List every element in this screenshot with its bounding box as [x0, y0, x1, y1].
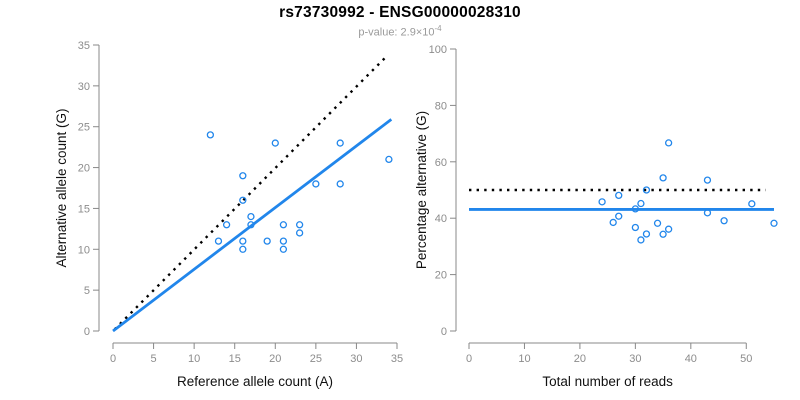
y-tick-label: 0: [441, 326, 447, 338]
y-axis-label: Alternative allele count (G): [54, 108, 69, 267]
data-point: [385, 155, 393, 164]
data-point: [615, 191, 623, 200]
data-point: [279, 237, 288, 245]
data-point: [703, 176, 712, 184]
data-point: [642, 186, 651, 194]
x-tick-label: 0: [466, 353, 472, 365]
data-point: [222, 221, 231, 229]
data-point: [598, 198, 606, 206]
x-tick-label: 35: [391, 353, 403, 365]
data-point: [631, 205, 640, 213]
x-tick-label: 20: [269, 353, 281, 365]
y-tick-label: 15: [78, 203, 90, 215]
data-point: [653, 219, 662, 227]
x-tick-label: 0: [110, 353, 116, 365]
data-point: [239, 172, 247, 180]
data-point: [637, 236, 645, 244]
y-tick-label: 60: [435, 157, 447, 169]
x-tick-label: 10: [518, 353, 530, 365]
data-point: [615, 212, 623, 220]
figure-subtitle: p-value: 2.9×10-4: [0, 24, 800, 39]
y-tick-label: 10: [78, 244, 90, 256]
data-point: [664, 225, 673, 233]
y-axis-label: Percentage alternative (G): [414, 111, 429, 269]
pvalue-exponent: -4: [434, 24, 442, 33]
y-tick-label: 0: [84, 326, 90, 338]
data-point: [770, 219, 778, 227]
x-tick-label: 5: [151, 353, 157, 365]
data-point: [295, 221, 304, 229]
data-point: [206, 131, 215, 139]
data-point: [279, 221, 288, 229]
x-tick-label: 20: [574, 353, 586, 365]
data-point: [239, 237, 247, 245]
plot-percentage-vs-reads-scatter: 0 10 20 30 40 50 0 20 40 60 80 100 Total number of r…: [414, 44, 778, 389]
data-point: [214, 237, 223, 245]
y-tick-label: 25: [78, 122, 90, 134]
data-point: [295, 229, 304, 237]
data-point: [263, 237, 271, 245]
figure-title: rs73730992 - ENSG00000028310: [279, 4, 521, 21]
data-point: [336, 139, 344, 147]
x-tick-label: 30: [350, 353, 362, 365]
data-point: [239, 196, 247, 204]
data-point: [247, 212, 255, 221]
y-tick-label: 100: [429, 44, 447, 56]
y-tick-label: 30: [78, 81, 90, 93]
data-point: [659, 174, 667, 182]
x-tick-label: 25: [310, 353, 322, 365]
data-point: [279, 245, 288, 253]
data-point: [748, 200, 756, 208]
data-point: [247, 221, 255, 229]
data-point: [703, 209, 712, 217]
data-point: [720, 217, 728, 225]
plot-allele-counts-scatter: 0 5 10 15 20 25 30 35 0 5 10 15 20 25 30 35 Reference al…: [54, 40, 403, 389]
y-tick-label: 20: [435, 270, 447, 282]
data-point: [609, 218, 617, 227]
data-point: [271, 139, 279, 147]
data-point: [336, 180, 344, 188]
data-point: [239, 245, 247, 253]
y-tick-label: 80: [435, 100, 447, 112]
x-tick-label: 15: [229, 353, 241, 365]
data-point: [664, 139, 673, 147]
x-tick-label: 10: [188, 353, 200, 365]
x-tick-label: 30: [629, 353, 641, 365]
pvalue-text: p-value: 2.9×10: [358, 26, 435, 39]
x-tick-label: 50: [740, 353, 752, 365]
x-axis-label: Reference allele count (A): [177, 374, 333, 389]
x-axis-label: Total number of reads: [542, 374, 673, 389]
data-point: [631, 223, 640, 232]
y-tick-label: 35: [78, 40, 90, 52]
y-tick-label: 40: [435, 213, 447, 225]
data-point: [642, 230, 651, 238]
y-tick-label: 5: [84, 285, 90, 297]
data-point: [312, 180, 320, 188]
x-tick-label: 40: [685, 353, 697, 365]
fit-line: [112, 118, 393, 333]
identity-line: [113, 54, 389, 331]
y-tick-label: 20: [78, 163, 90, 175]
data-point: [637, 199, 645, 208]
data-point: [659, 230, 667, 238]
